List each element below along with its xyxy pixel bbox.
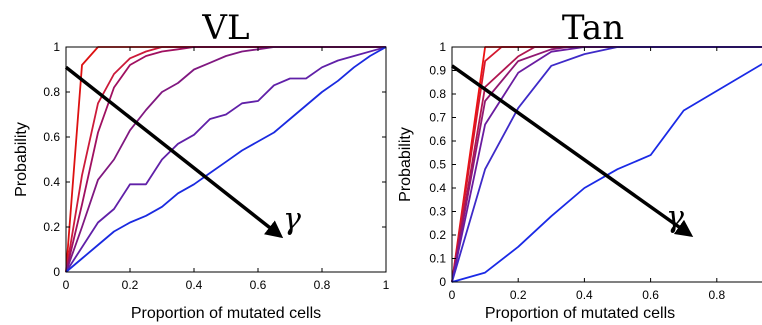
chart-vl-series-line-5 bbox=[65, 46, 387, 273]
chart-vl-x-tick-label: 0.4 bbox=[186, 278, 203, 292]
chart-tan-gamma-label: γ bbox=[666, 200, 684, 235]
chart-tan-series-line-6 bbox=[451, 46, 762, 283]
chart-tan-y-tick-label: 1 bbox=[439, 40, 446, 54]
chart-tan-y-tick-label: 0.8 bbox=[429, 87, 446, 101]
chart-vl-y-tick-label: 1 bbox=[53, 40, 60, 54]
chart-tan-y-tick-label: 0.6 bbox=[429, 134, 446, 148]
chart-vl-y-tick-label: 0.4 bbox=[43, 175, 60, 189]
chart-tan: Tan 0 0.2 0.4 0.6 0.800.10.20.30.40.50.60.70… bbox=[397, 8, 762, 322]
chart-tan-series-layer bbox=[451, 46, 762, 283]
chart-vl-y-tick-label: 0.6 bbox=[43, 130, 60, 144]
chart-tan-x-tick-label: 0.2 bbox=[510, 288, 527, 302]
chart-tan-y-tick-label: 0.3 bbox=[429, 205, 446, 219]
chart-tan-series-line-5 bbox=[451, 46, 762, 283]
chart-vl-y-tick-label: 0.8 bbox=[43, 85, 60, 99]
chart-vl-x-tick-label: 0.6 bbox=[250, 278, 267, 292]
chart-tan-series-line-7 bbox=[451, 63, 762, 283]
chart-tan-x-tick-label: 0.6 bbox=[642, 288, 659, 302]
chart-vl-series-layer bbox=[65, 46, 387, 273]
chart-tan-y-tick-label: 0.4 bbox=[429, 181, 446, 195]
chart-tan-y-tick-label: 0.1 bbox=[429, 252, 446, 266]
chart-tan-x-tick-label: 0.4 bbox=[576, 288, 593, 302]
chart-tan-series-line-1 bbox=[451, 46, 762, 283]
chart-vl-gamma-arrow bbox=[64, 65, 284, 239]
chart-tan-y-tick-label: 0.7 bbox=[429, 111, 446, 125]
chart-tan-y-tick-label: 0.5 bbox=[429, 158, 446, 172]
chart-tan-series-line-3 bbox=[451, 46, 762, 283]
chart-tan-plot-frame bbox=[451, 46, 762, 283]
chart-vl-y-tick-label: 0.2 bbox=[43, 220, 60, 234]
chart-vl-title: VL bbox=[201, 8, 249, 48]
chart-vl-x-tick-label: 0 bbox=[63, 278, 70, 292]
chart-vl: VL 0 0.2 0.4 0.6 0.8 1 0 0.2 0.4 0.6 0.8 1 γ Propor… bbox=[13, 8, 390, 322]
chart-vl-gamma-label: γ bbox=[283, 202, 301, 237]
chart-vl-x-tick-label: 0.8 bbox=[314, 278, 331, 292]
chart-vl-x-tick-label: 1 bbox=[383, 278, 390, 292]
chart-vl-ticks: 0 0.2 0.4 0.6 0.8 1 0 0.2 0.4 0.6 0.8 1 bbox=[43, 40, 389, 292]
chart-tan-gamma-arrow bbox=[450, 64, 694, 238]
chart-tan-x-axis-label: Proportion of mutated cells bbox=[485, 305, 675, 322]
chart-vl-series-line-6 bbox=[65, 46, 387, 273]
chart-tan-y-tick-label: 0 bbox=[439, 275, 446, 289]
chart-tan-series-line-2 bbox=[451, 46, 762, 283]
chart-vl-y-axis-label: Probability bbox=[13, 122, 30, 197]
chart-tan-title: Tan bbox=[562, 8, 624, 48]
chart-tan-series-line-4 bbox=[451, 46, 762, 283]
chart-tan-ticks: 0 0.2 0.4 0.6 0.8 0 0.1 0.2 0.3 0.4 0.5 0.6 0.7 0.8 0.… bbox=[429, 40, 725, 302]
chart-vl-x-tick-label: 0.2 bbox=[122, 278, 139, 292]
chart-tan-y-axis-label: Probability bbox=[397, 127, 414, 202]
chart-vl-y-tick-label: 0 bbox=[53, 265, 60, 279]
chart-vl-x-axis-label: Proportion of mutated cells bbox=[131, 305, 321, 322]
chart-tan-x-tick-label: 0.8 bbox=[708, 288, 725, 302]
chart-tan-x-tick-label: 0 bbox=[449, 288, 456, 302]
chart-tan-y-tick-label: 0.9 bbox=[429, 64, 446, 78]
chart-tan-y-tick-label: 0.2 bbox=[429, 228, 446, 242]
chart-vl-plot-frame bbox=[65, 46, 387, 273]
